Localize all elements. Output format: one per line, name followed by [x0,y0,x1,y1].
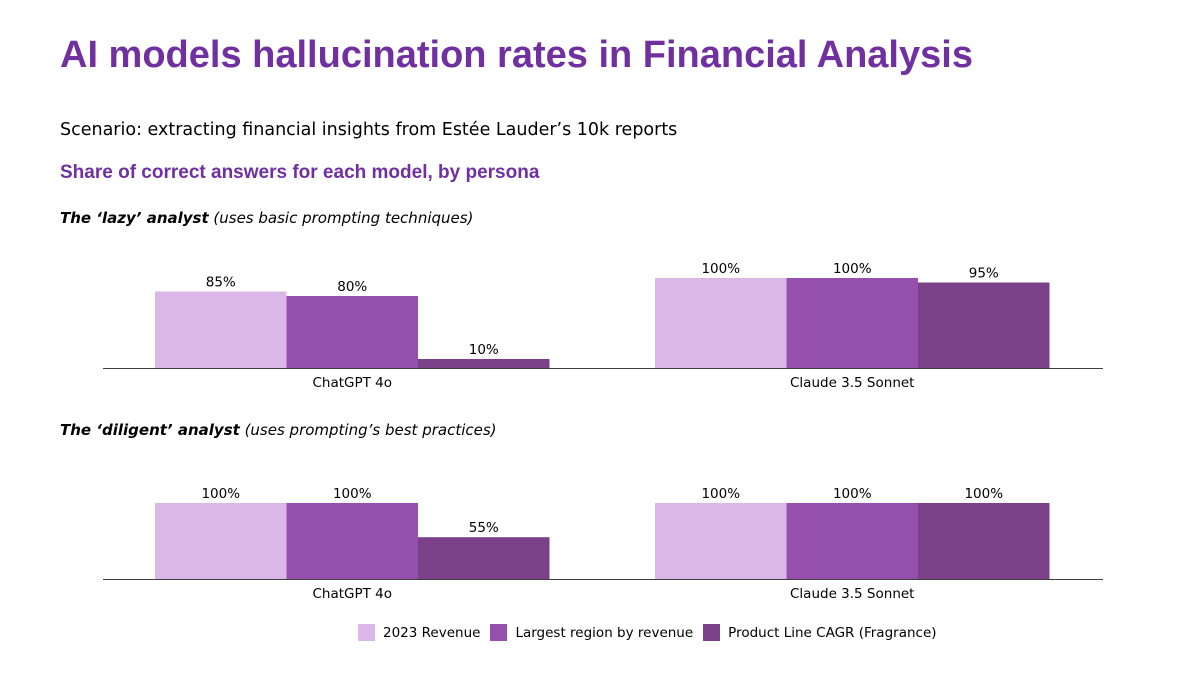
lazy-bar-1-1 [786,278,918,368]
lazy-data-label-1-1: 100% [833,261,872,277]
diligent-bar-0-0 [155,503,287,579]
page-title: AI models hallucination rates in Financi… [60,34,973,76]
lazy-bar-1-0 [655,278,787,368]
lazy-data-label-1-2: 95% [969,266,999,282]
lazy-category-label-0: ChatGPT 4o [312,375,392,391]
legend-swatch-region [490,624,508,641]
diligent-category-label-0: ChatGPT 4o [312,586,392,602]
diligent-analyst-label-bold: The ‘diligent’ analyst [60,421,240,439]
chart-subtitle: Share of correct answers for each model,… [60,162,540,183]
diligent-bar-1-0 [655,503,787,579]
legend-swatch-cagr [703,624,721,641]
diligent-data-label-1-0: 100% [701,486,740,502]
diligent-data-label-0-0: 100% [201,486,240,502]
lazy-bar-1-2 [918,282,1050,368]
lazy-bar-0-0 [155,291,287,368]
scenario-text: Scenario: extracting financial insights … [60,120,678,140]
diligent-analyst-label-rest: (uses prompting’s best practices) [239,421,497,439]
diligent-analyst-label: The ‘diligent’ analyst (uses prompting’s… [60,421,497,439]
legend-item-region: Largest region by revenue [490,624,693,641]
lazy-analyst-label: The ‘lazy’ analyst (uses basic prompting… [60,209,473,227]
legend-label-revenue: 2023 Revenue [383,624,481,641]
lazy-category-label-1: Claude 3.5 Sonnet [790,375,914,391]
diligent-bar-1-1 [786,503,918,579]
lazy-analyst-label-rest: (uses basic prompting techniques) [208,209,474,227]
legend-label-region: Largest region by revenue [515,624,694,641]
lazy-data-label-1-0: 100% [701,261,740,277]
diligent-data-label-1-1: 100% [833,486,872,502]
diligent-bar-1-2 [918,503,1050,579]
legend-item-revenue: 2023 Revenue [358,624,480,641]
legend-item-cagr: Product Line CAGR (Fragrance) [703,624,937,641]
diligent-category-label-1: Claude 3.5 Sonnet [790,586,914,602]
lazy-analyst-label-bold: The ‘lazy’ analyst [60,209,209,227]
legend-swatch-revenue [358,624,375,641]
lazy-data-label-0-0: 85% [206,275,236,291]
lazy-data-label-0-2: 10% [469,342,499,358]
diligent-bar-0-2 [418,537,550,579]
diligent-data-label-1-2: 100% [964,486,1003,502]
diligent-analyst-chart: 100% 100% 55% ChatGPT 4o 100% 100% 100% Claude … [103,486,1103,602]
diligent-data-label-0-1: 100% [333,486,372,502]
legend-label-cagr: Product Line CAGR (Fragrance) [728,624,937,641]
lazy-data-label-0-1: 80% [337,279,367,295]
lazy-analyst-chart: 85% 80% 10% ChatGPT 4o 100% 100% 95% Claude 3.5… [103,261,1103,391]
lazy-bar-0-2 [418,359,550,368]
diligent-bar-0-1 [286,503,418,579]
chart-legend: 2023 Revenue Largest region by revenue P… [358,624,947,641]
lazy-bar-0-1 [286,296,418,368]
diligent-data-label-0-2: 55% [469,520,499,536]
